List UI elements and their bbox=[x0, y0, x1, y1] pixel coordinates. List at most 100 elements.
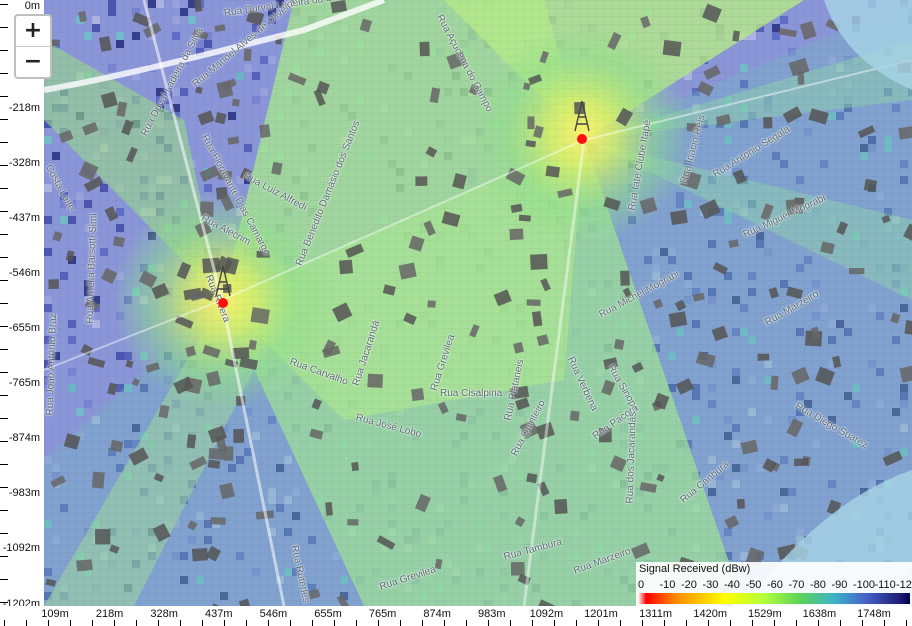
building bbox=[786, 418, 804, 438]
building bbox=[601, 379, 616, 396]
building bbox=[513, 341, 525, 354]
building bbox=[199, 201, 214, 217]
y-tick bbox=[0, 188, 8, 189]
x-tick bbox=[906, 620, 907, 626]
building bbox=[452, 173, 467, 190]
building bbox=[613, 338, 625, 350]
x-tick bbox=[752, 620, 753, 626]
building bbox=[190, 291, 205, 302]
building bbox=[238, 598, 252, 606]
building bbox=[554, 498, 568, 515]
building bbox=[205, 370, 221, 387]
building bbox=[522, 82, 531, 91]
building bbox=[849, 268, 865, 275]
legend-value: -30 bbox=[702, 579, 719, 591]
x-tick-label: 765m bbox=[368, 608, 397, 620]
building bbox=[525, 139, 536, 148]
building bbox=[158, 404, 170, 419]
x-tick bbox=[180, 620, 181, 626]
building bbox=[87, 356, 106, 369]
building bbox=[116, 101, 128, 117]
building bbox=[210, 517, 226, 525]
building bbox=[125, 146, 138, 163]
building bbox=[151, 282, 170, 300]
building bbox=[80, 343, 94, 357]
building bbox=[322, 339, 337, 356]
building bbox=[728, 239, 739, 248]
building bbox=[711, 325, 729, 342]
x-tick bbox=[686, 620, 687, 626]
building bbox=[185, 345, 197, 357]
x-tick-label: 874m bbox=[423, 608, 451, 620]
building bbox=[419, 41, 430, 57]
building bbox=[536, 334, 550, 347]
coverage-map[interactable]: Rua Durval Ladeira da Silva Rua Manoel A… bbox=[44, 0, 912, 606]
transmitter-west[interactable] bbox=[212, 262, 234, 310]
transmitter-east[interactable] bbox=[571, 97, 593, 145]
building bbox=[425, 146, 438, 158]
y-tick-label: -218m bbox=[8, 102, 40, 114]
building bbox=[724, 515, 740, 530]
x-tick bbox=[774, 620, 775, 626]
x-tick bbox=[708, 620, 709, 626]
building bbox=[863, 178, 878, 193]
building bbox=[732, 30, 740, 42]
x-tick bbox=[290, 620, 291, 626]
y-tick bbox=[0, 464, 8, 465]
y-tick bbox=[0, 119, 8, 120]
building bbox=[899, 365, 912, 383]
building bbox=[112, 236, 125, 248]
building bbox=[100, 91, 118, 109]
building bbox=[763, 116, 773, 129]
y-tick bbox=[0, 50, 8, 51]
zoom-out-button[interactable]: − bbox=[16, 46, 50, 77]
building bbox=[205, 545, 222, 562]
building bbox=[692, 292, 705, 302]
y-tick bbox=[0, 142, 8, 143]
building bbox=[214, 112, 227, 125]
building bbox=[493, 474, 508, 493]
y-tick-label: -328m bbox=[8, 157, 40, 169]
zoom-in-button[interactable]: + bbox=[23, 18, 43, 43]
x-tick bbox=[510, 620, 511, 626]
y-tick bbox=[0, 510, 8, 511]
building bbox=[65, 250, 75, 262]
y-tick bbox=[0, 280, 8, 281]
antenna-icon bbox=[215, 265, 231, 308]
x-tick bbox=[422, 620, 423, 626]
building bbox=[231, 98, 240, 107]
building bbox=[104, 206, 119, 222]
building bbox=[207, 425, 228, 444]
building bbox=[778, 28, 797, 38]
building bbox=[904, 320, 912, 336]
y-tick bbox=[0, 96, 8, 97]
building bbox=[376, 535, 396, 550]
building bbox=[217, 169, 233, 181]
building bbox=[220, 194, 235, 212]
legend-value: -100 bbox=[853, 579, 876, 591]
x-tick bbox=[488, 620, 489, 626]
building bbox=[239, 357, 259, 371]
building bbox=[670, 209, 688, 226]
building bbox=[414, 493, 431, 513]
building bbox=[245, 9, 265, 26]
building bbox=[760, 203, 774, 221]
y-tick-label: 0m bbox=[24, 0, 40, 12]
building bbox=[138, 270, 158, 288]
building bbox=[732, 169, 747, 185]
x-tick-label: 437m bbox=[205, 608, 233, 620]
building bbox=[622, 287, 633, 298]
building bbox=[81, 121, 99, 136]
y-tick bbox=[0, 602, 8, 603]
building bbox=[233, 428, 245, 443]
building bbox=[791, 366, 810, 385]
building bbox=[768, 287, 779, 299]
x-tick bbox=[862, 620, 863, 626]
building bbox=[715, 113, 732, 127]
y-tick bbox=[0, 579, 8, 580]
building bbox=[145, 362, 160, 373]
building bbox=[518, 214, 532, 222]
building bbox=[330, 0, 348, 14]
building bbox=[745, 547, 765, 567]
x-axis: 109m 218m 328m 437m 546m 655m 765m 874m 983m 1092… bbox=[0, 606, 912, 626]
